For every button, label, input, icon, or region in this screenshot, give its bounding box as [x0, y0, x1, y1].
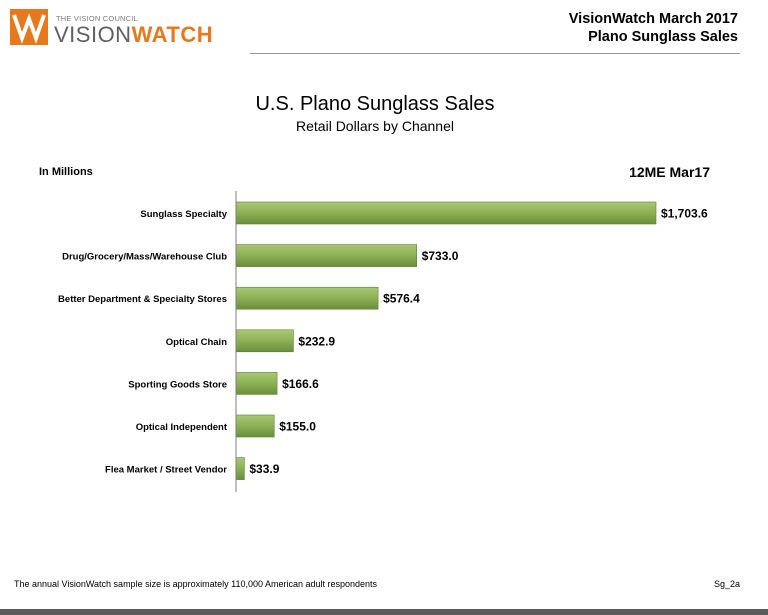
brand-part-vision: VISION: [54, 22, 132, 47]
unit-label: In Millions: [39, 166, 93, 178]
slide-code: Sg_2a: [713, 579, 740, 589]
header-divider: [250, 53, 740, 54]
chart-title: U.S. Plano Sunglass Sales: [255, 93, 495, 115]
org-name: THE VISION COUNCIL: [56, 14, 138, 23]
category-label: Drug/Grocery/Mass/Warehouse Club: [62, 252, 227, 263]
visionwatch-logo-icon: [10, 9, 48, 45]
category-label: Sunglass Specialty: [140, 209, 227, 220]
brand-part-watch: WATCH: [131, 22, 214, 47]
data-label: $1,703.6: [661, 207, 708, 221]
bar: [235, 244, 418, 267]
bar: [235, 329, 294, 353]
bottom-bar: [0, 609, 768, 615]
report-title: VisionWatch March 2017: [568, 11, 738, 27]
bar: [235, 457, 245, 480]
brand-logo: THE VISION COUNCIL VISIONWATCH: [10, 9, 250, 47]
data-label: $166.6: [282, 377, 319, 391]
chart-subtitle: Retail Dollars by Channel: [296, 118, 454, 134]
category-label: Sporting Goods Store: [128, 379, 227, 390]
data-label: $155.0: [279, 420, 316, 434]
category-label: Better Department & Specialty Stores: [58, 294, 227, 305]
bar: [235, 286, 379, 310]
bar: [235, 372, 278, 395]
data-label: $33.9: [249, 462, 279, 476]
period-label: 12ME Mar17: [629, 164, 710, 180]
report-header: VisionWatch March 2017 Plano Sunglass Sa…: [569, 10, 738, 46]
footer-note: The annual VisionWatch sample size is ap…: [14, 579, 378, 589]
category-label: Flea Market / Street Vendor: [105, 465, 227, 476]
category-label: Optical Chain: [166, 337, 227, 348]
brand-wordmark: VISIONWATCH: [54, 23, 213, 47]
data-label: $576.4: [383, 292, 420, 306]
bar: [235, 414, 275, 438]
data-label: $733.0: [422, 249, 459, 263]
report-subtitle: Plano Sunglass Sales: [588, 29, 738, 45]
data-label: $232.9: [298, 334, 335, 348]
bar: [235, 201, 657, 225]
category-label: Optical Independent: [136, 422, 228, 433]
